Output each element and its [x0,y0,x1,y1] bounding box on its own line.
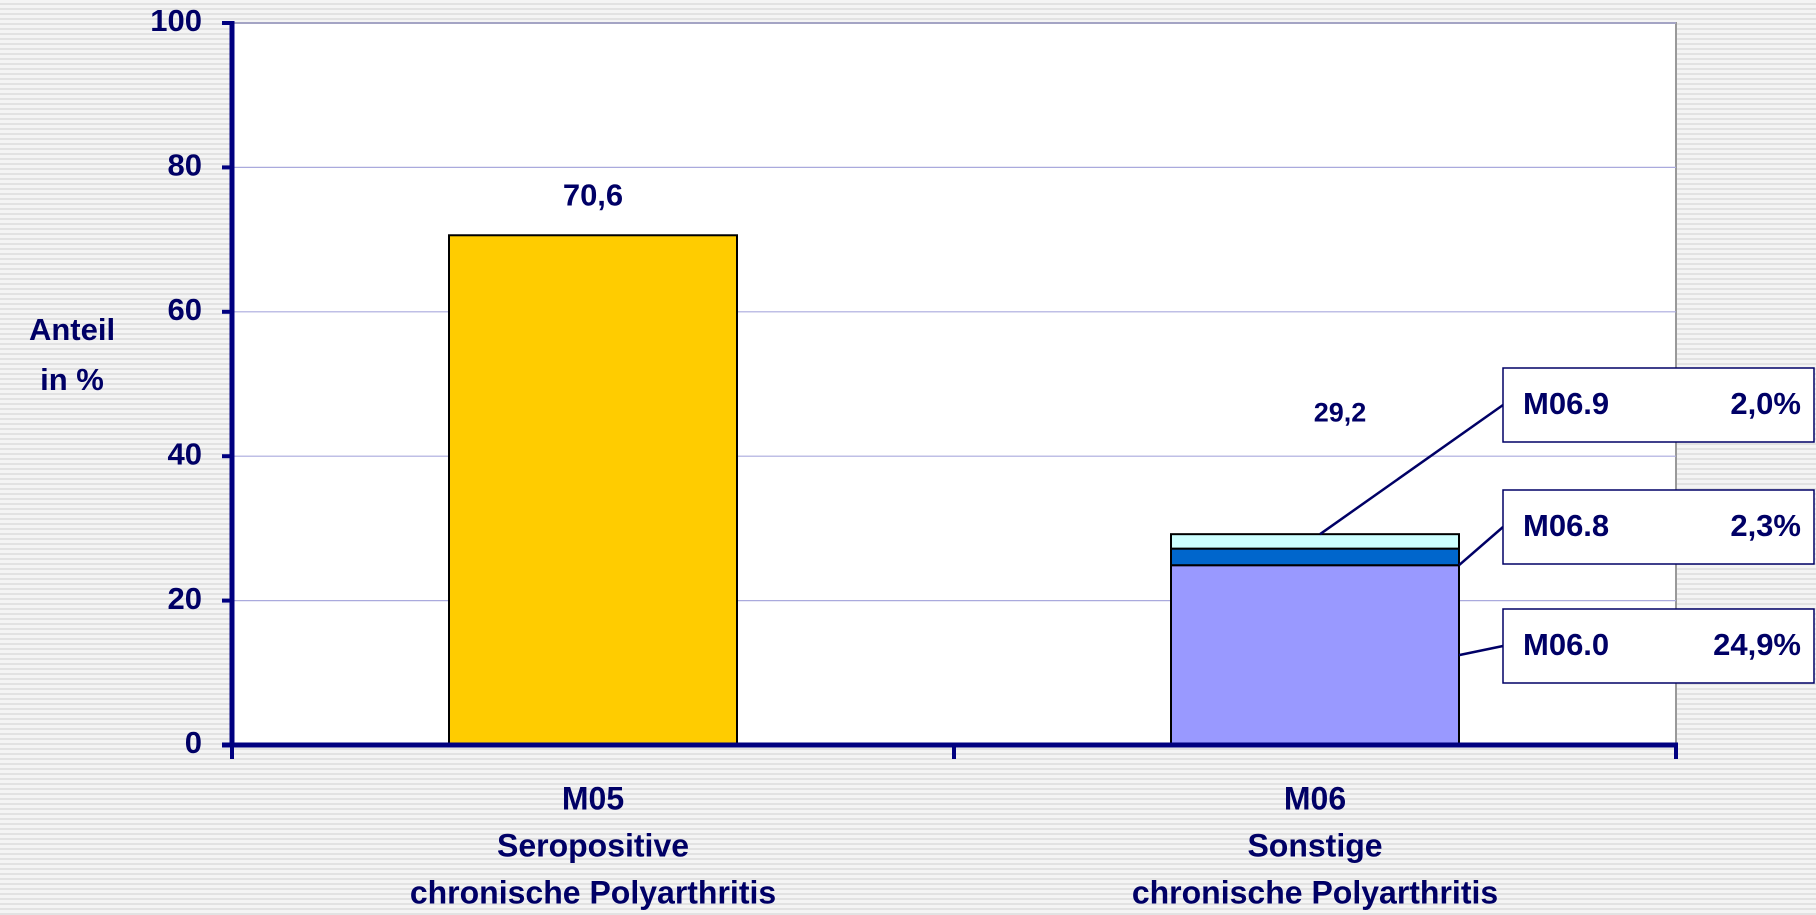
leader-line [1458,644,1504,657]
callout-name: M06.0 [1523,627,1609,662]
y-tick-label: 80 [168,148,202,183]
y-tick-label: 0 [185,725,202,760]
callout-value: 24,9% [1713,627,1801,662]
callout-value: 2,0% [1730,386,1801,421]
y-tick-label: 40 [168,436,202,471]
y-tick-label: 20 [168,581,202,616]
bar-segment [1170,547,1460,567]
x-tick-label: M05 [562,780,624,816]
total-label: 70,6 [563,177,623,212]
bar-segment [1170,564,1460,746]
y-tick-label: 100 [150,3,202,38]
x-tick-label: chronische Polyarthritis [1132,874,1498,910]
bar-segment [448,234,738,746]
callout-value: 2,3% [1730,508,1801,543]
x-tick-label: Seropositive [497,827,689,863]
y-axis-title: Anteil [29,312,115,347]
y-axis-title: in % [40,362,104,397]
callout-name: M06.9 [1523,386,1609,421]
callout-box [1502,489,1815,565]
x-tick-label: Sonstige [1247,827,1382,863]
total-label: 29,2 [1314,397,1367,427]
x-tick-label: M06 [1284,780,1346,816]
bar-segment [1170,533,1460,550]
x-tick-label: chronische Polyarthritis [410,874,776,910]
y-tick-label: 60 [168,292,202,327]
callout-name: M06.8 [1523,508,1609,543]
callout-box [1502,367,1815,443]
leader-line [1458,526,1504,567]
callout-box [1502,608,1815,684]
leader-line [1319,403,1504,536]
